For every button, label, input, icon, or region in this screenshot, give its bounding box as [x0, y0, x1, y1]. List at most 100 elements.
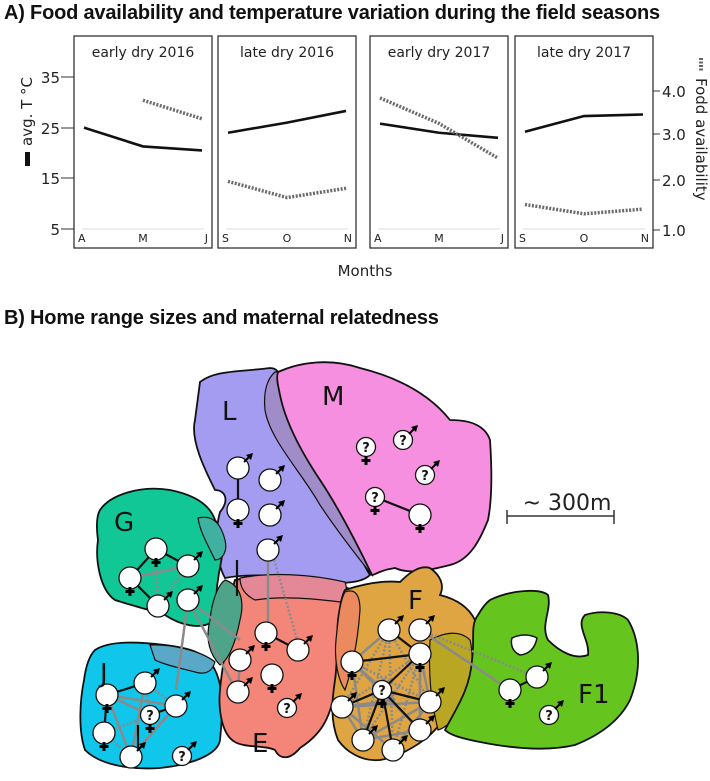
individual [408, 714, 436, 742]
territory-overlap-GJ [149, 644, 216, 674]
territory-overlap-EG [207, 579, 243, 666]
individual [92, 721, 116, 751]
group-label-G: G [114, 508, 134, 538]
individual-unknown: ? [364, 486, 386, 515]
x-tick-label: A [374, 232, 382, 245]
svg-text:?: ? [283, 702, 291, 717]
svg-text:?: ? [146, 709, 154, 724]
facet-panel: late dry 2016 S O N [217, 35, 357, 249]
svg-text:35: 35 [41, 69, 60, 87]
left-axis: 35 25 15 5 [41, 69, 74, 239]
x-tick-label: N [641, 232, 649, 245]
svg-text:?: ? [378, 684, 386, 699]
x-tick-label: M [434, 232, 444, 245]
food-availability-line [379, 96, 499, 160]
individual [164, 690, 192, 718]
individual [260, 663, 284, 693]
group-label-L: L [222, 397, 237, 427]
individual-unknown: ? [538, 699, 565, 726]
facet-label: early dry 2017 [388, 45, 491, 61]
x-tick-label: S [519, 232, 526, 245]
group-label-F1: F1 [578, 680, 610, 710]
x-tick-label: J [500, 232, 504, 245]
svg-text:?: ? [421, 469, 429, 484]
svg-text:?: ? [362, 441, 370, 456]
scale-bar: ~ 300m [506, 491, 615, 524]
individual-unknown: ? [171, 740, 198, 767]
individual [498, 678, 522, 708]
individual [286, 634, 314, 662]
individual [118, 566, 142, 596]
panel-b-title: B) Home range sizes and maternal related… [4, 307, 439, 329]
x-axis-title: Months [338, 262, 393, 280]
temperature-line [83, 126, 203, 152]
group-label-J: J [98, 659, 108, 689]
individual [340, 650, 364, 680]
facet-label: early dry 2016 [92, 45, 195, 61]
svg-text:?: ? [371, 491, 379, 506]
individual [226, 498, 250, 528]
territory-overlap-EL [239, 573, 347, 603]
x-tick-label: O [580, 232, 589, 245]
svg-text:?: ? [178, 750, 186, 765]
svg-text:3.0: 3.0 [662, 126, 686, 144]
individual [176, 550, 204, 578]
individuals: ????????? [92, 424, 565, 769]
x-tick-label: J [204, 232, 208, 245]
individual-unknown: ? [355, 436, 377, 465]
svg-text:avg. T °C: avg. T °C [18, 77, 36, 146]
facet-panel: early dry 2016 A M J [73, 35, 213, 249]
individual-unknown: ? [371, 679, 393, 708]
individual [408, 642, 432, 672]
svg-text:?: ? [545, 709, 553, 724]
x-tick-label: A [78, 232, 86, 245]
svg-text:15: 15 [41, 170, 60, 188]
facet-label: late dry 2016 [240, 45, 334, 61]
food-availability-line [227, 179, 347, 200]
individual-unknown: ? [276, 692, 303, 719]
right-axis-title: Fodd availability [692, 58, 710, 201]
svg-text:1.0: 1.0 [662, 222, 686, 240]
svg-text:4.0: 4.0 [662, 83, 686, 101]
svg-text:Fodd availability: Fodd availability [692, 78, 710, 201]
individual [226, 452, 254, 480]
group-label-E: E [252, 729, 268, 759]
group-label-M: M [322, 382, 344, 412]
territory-overlap-GL [197, 516, 227, 561]
individual [258, 464, 286, 492]
individual [377, 614, 405, 642]
individual-unknown: ? [392, 424, 419, 451]
svg-text:25: 25 [41, 120, 60, 138]
solid-line-legend-icon [25, 152, 30, 166]
individual-unknown: ? [414, 459, 441, 486]
individual [226, 676, 254, 704]
temperature-line [379, 122, 499, 140]
individual [256, 534, 284, 562]
left-axis-title: avg. T °C [18, 77, 36, 166]
right-axis: 4.0 3.0 2.0 1.0 [653, 83, 686, 240]
individual [330, 691, 358, 719]
individual [119, 741, 147, 769]
food-availability-line [524, 202, 644, 216]
individual [254, 621, 278, 651]
individual [146, 590, 174, 618]
svg-text:2.0: 2.0 [662, 172, 686, 190]
individual [133, 667, 161, 695]
panel-a-title: A) Food availability and temperature var… [4, 2, 660, 24]
facet-panel: early dry 2017 A M J [369, 35, 509, 249]
individual-unknown: ? [139, 704, 161, 733]
individual [144, 537, 168, 567]
svg-text:~ 300m: ~ 300m [523, 491, 612, 516]
territory-F1-hole [510, 634, 538, 656]
temperature-line [524, 113, 644, 133]
group-label-F: F [408, 586, 423, 616]
x-tick-label: M [138, 232, 148, 245]
individual [381, 734, 409, 762]
svg-text:5: 5 [50, 221, 60, 239]
individual [408, 503, 432, 533]
group-labels: L M G J E F F1 [98, 382, 610, 759]
x-tick-label: S [222, 232, 229, 245]
svg-text:?: ? [399, 434, 407, 449]
individual [95, 683, 119, 713]
